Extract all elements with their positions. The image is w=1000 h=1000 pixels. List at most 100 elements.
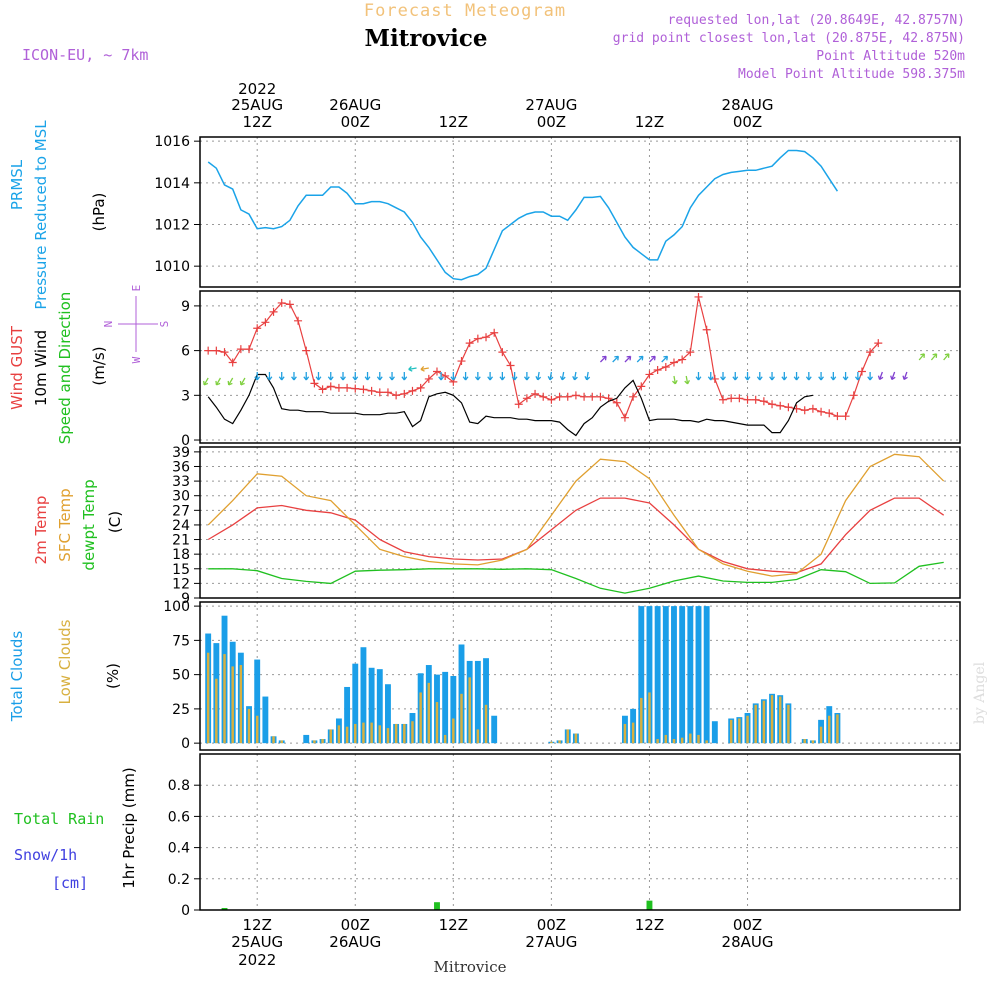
temp2m-line: [207, 497, 945, 574]
total-cloud-bar: [254, 659, 261, 744]
snow-label: Snow/1h: [14, 846, 77, 864]
wind-arrow-icon: [685, 375, 689, 384]
clouds-panel-label: Total Clouds Low Clouds (%): [8, 619, 122, 722]
wind-arrow-icon: [203, 377, 209, 386]
low-cloud-bar: [378, 725, 382, 744]
gust-marker: [547, 395, 556, 404]
y-tick-label: 9: [181, 591, 190, 607]
wind-arrowhead-icon: [420, 366, 425, 372]
low-cloud-bar: [664, 734, 668, 744]
y-tick-label: 1012: [154, 218, 190, 234]
y-tick-label: 24: [172, 518, 190, 534]
pressure-panel: 1010 1012 1014 1016: [154, 134, 961, 288]
wind-arrow-icon: [661, 355, 668, 363]
y-tick-label: 27: [172, 503, 190, 519]
gust-marker: [588, 392, 597, 401]
gust-marker: [800, 406, 809, 415]
dewpt-line: [208, 561, 944, 594]
low-cloud-bar: [272, 736, 275, 744]
precip-panel-label: Total Rain Snow/1h [cm] 1hr Precip (mm): [14, 767, 138, 892]
gust-marker: [874, 339, 883, 348]
low-cloud-bar: [427, 682, 431, 744]
gust-marker: [318, 385, 327, 394]
wind-arrow-icon: [636, 355, 644, 363]
wind-arrow-icon: [943, 353, 950, 361]
low-cloud-bar: [574, 733, 578, 744]
gust-marker: [367, 386, 376, 395]
wind-arrowhead-icon: [638, 355, 644, 361]
low-cloud-bar: [354, 723, 357, 744]
total-cloud-bar: [483, 658, 489, 744]
product-title: Forecast Meteogram: [364, 1, 566, 21]
low-cloud-bar: [729, 719, 733, 744]
wind-arrowhead-icon: [920, 353, 925, 358]
grid-point-coords: grid point closest lon,lat (20.875E, 42.…: [613, 31, 965, 46]
y-tick-label: 75: [172, 633, 190, 649]
gust-marker: [694, 292, 703, 301]
model-altitude: Model Point Altitude 598.375m: [738, 67, 965, 82]
clouds-panel: 0 25 50 75 100: [163, 599, 961, 752]
gust-marker: [269, 307, 278, 316]
bottom-time-label: 12Z: [635, 916, 664, 934]
wind-arrow-icon: [673, 375, 677, 384]
top-time-label: 26AUG: [329, 96, 381, 114]
top-time-label: 2022: [238, 80, 276, 98]
low-cloud-bar: [206, 652, 210, 744]
top-time-label: 12Z: [635, 113, 664, 131]
wind-arrowhead-icon: [450, 376, 457, 381]
low-cloud-bar: [419, 692, 422, 744]
wind-arrow-icon: [573, 371, 577, 380]
wind-arrowhead-icon: [626, 355, 632, 361]
wind-arrowhead-icon: [438, 376, 444, 381]
wind-arrowhead-icon: [559, 376, 566, 381]
gust-marker: [759, 397, 768, 406]
gust-marker: [408, 386, 417, 395]
gust-marker: [808, 404, 817, 413]
low-cloud-bar: [746, 715, 749, 744]
wind-arrowhead-icon: [239, 380, 245, 386]
wind-arrow-icon: [561, 371, 565, 380]
y-tick-label: 1010: [154, 259, 190, 275]
gust-marker: [596, 392, 605, 401]
gust-marker: [334, 383, 343, 392]
y-tick-label: 25: [172, 702, 190, 718]
low-cloud-bar: [787, 704, 790, 744]
low-cloud-bar: [460, 693, 463, 744]
wind-arrowhead-icon: [487, 376, 494, 381]
y-tick-label: 1016: [154, 134, 190, 150]
wind-arrowhead-icon: [291, 376, 297, 381]
wind-arrowhead-icon: [707, 376, 714, 381]
total-cloud-bar: [654, 606, 661, 744]
gust-marker: [514, 400, 523, 409]
low-cloud-bar: [345, 726, 349, 744]
wind-arrowhead-icon: [315, 376, 322, 381]
top-time-label: 00Z: [341, 113, 370, 131]
y-tick-label: 50: [172, 668, 190, 684]
wind-arrow-icon: [420, 367, 429, 371]
wind-arrowhead-icon: [303, 376, 310, 381]
wind-arrowhead-icon: [818, 376, 824, 381]
wind-arrowhead-icon: [254, 376, 261, 381]
total-cloud-bar: [646, 606, 653, 744]
gust-marker: [580, 392, 589, 401]
gust-marker: [629, 392, 638, 401]
y-tick-label: 0.4: [168, 841, 190, 857]
wind-arrowhead-icon: [203, 380, 209, 386]
low-cloud-bar: [836, 714, 839, 744]
pressure-panel-label: PRMSL Pressure Reduced to MSL (hPa): [8, 120, 108, 310]
wind-arrowhead-icon: [720, 376, 726, 381]
total-cloud-bar: [352, 663, 359, 744]
top-time-label: 00Z: [537, 113, 566, 131]
snow-unit: [cm]: [52, 874, 88, 892]
gust-marker: [719, 395, 728, 404]
precipitation-frame: [199, 753, 961, 911]
wind-arrowhead-icon: [695, 376, 702, 381]
low-cloud-bar: [680, 737, 684, 744]
low-cloud-bar: [640, 697, 643, 744]
gust-marker: [506, 361, 515, 370]
wind-line: [207, 373, 814, 437]
bottom-time-label: 12Z: [243, 916, 272, 934]
